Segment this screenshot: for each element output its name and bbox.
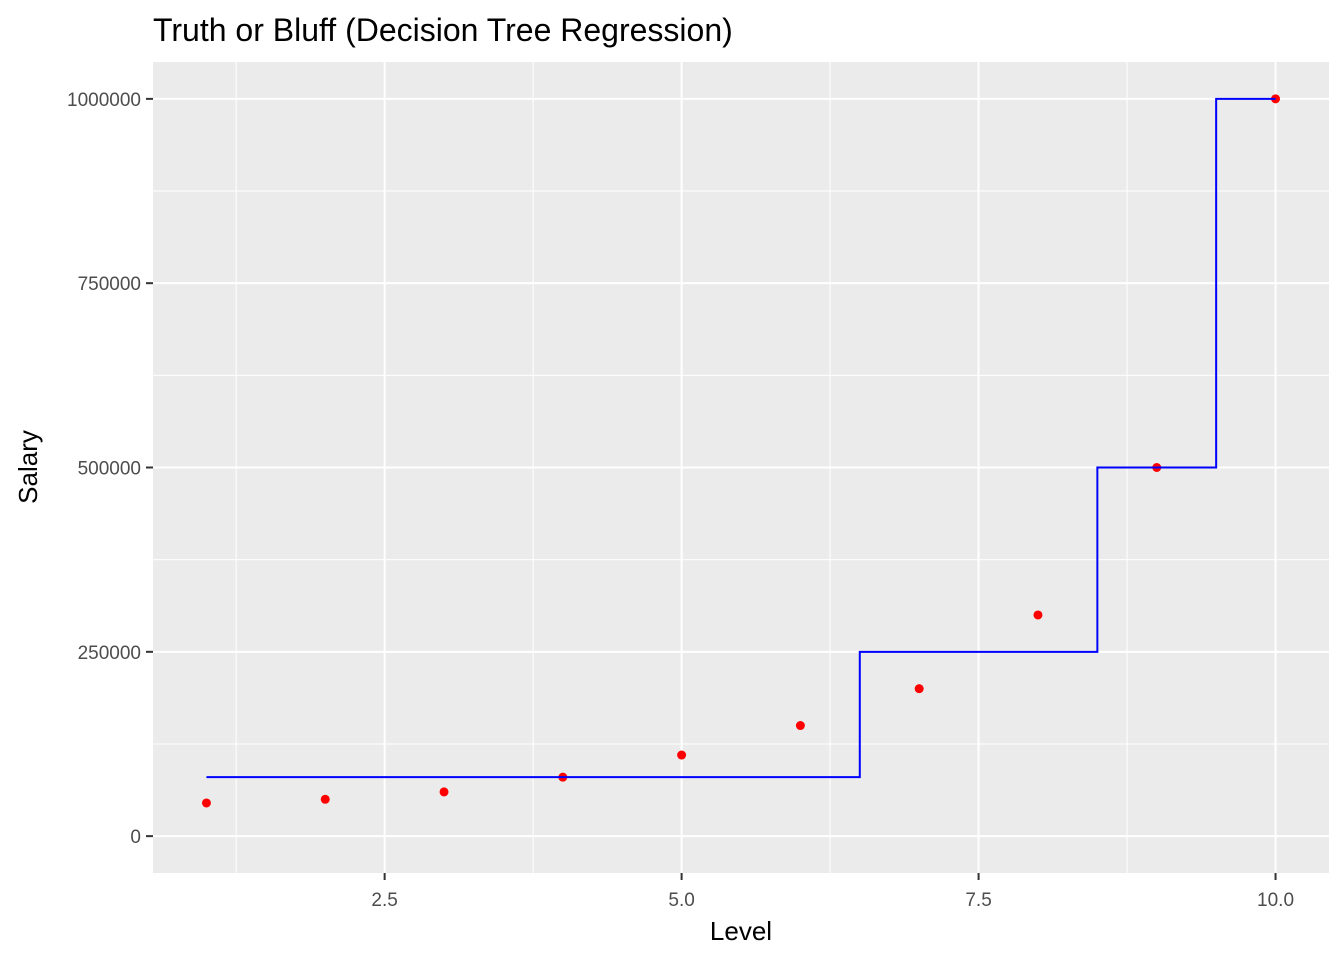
y-tick-label: 0	[130, 827, 141, 848]
data-point	[677, 750, 687, 760]
x-axis-title: Level	[710, 916, 772, 946]
axis-ticks: 2.5 5.0 7.5 10.0 0 250000 500000 750000 1000000	[67, 90, 1294, 911]
x-tick-label: 2.5	[371, 890, 397, 911]
data-point	[1033, 610, 1043, 620]
y-tick-label: 1000000	[67, 90, 141, 111]
y-axis-title: Salary	[13, 430, 43, 504]
y-tick-label: 500000	[78, 459, 141, 480]
major-gridlines	[153, 62, 1329, 873]
x-tick-label: 7.5	[965, 890, 991, 911]
y-tick-label: 750000	[78, 274, 141, 295]
data-point	[439, 787, 449, 797]
data-point	[201, 798, 211, 808]
data-point	[795, 721, 805, 731]
x-tick-label: 5.0	[668, 890, 694, 911]
y-tick-label: 250000	[78, 643, 141, 664]
series-layer	[201, 94, 1281, 808]
chart-title: Truth or Bluff (Decision Tree Regression…	[153, 12, 733, 48]
data-point	[320, 794, 330, 804]
x-tick-label: 10.0	[1257, 890, 1294, 911]
regression-step-line	[206, 97, 1276, 779]
data-point	[914, 684, 924, 694]
